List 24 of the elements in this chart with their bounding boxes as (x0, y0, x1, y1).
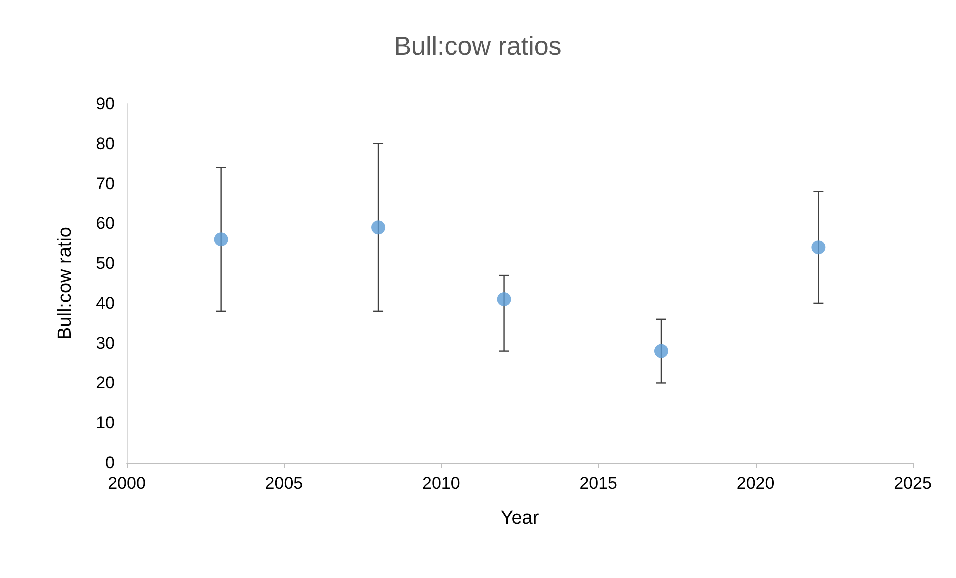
point (812, 240, 826, 255)
x-axis-title: Year (500, 508, 540, 529)
y-tick-label: 70 (96, 174, 115, 194)
y-tick-label: 40 (96, 294, 115, 313)
x-tick-label: 2005 (265, 474, 304, 493)
x-tick-label: 2010 (422, 474, 460, 493)
x-tick-label: 2020 (736, 474, 775, 493)
point (654, 344, 668, 358)
point (497, 292, 512, 306)
y-tick-label: 20 (96, 374, 115, 393)
point (372, 220, 386, 235)
chart-title: Bull:cow ratios (394, 31, 562, 61)
y-tick-label: 10 (96, 414, 115, 433)
x-tick-label: 2000 (108, 474, 146, 493)
y-tick-label: 90 (96, 94, 115, 114)
point (214, 232, 228, 247)
y-axis-title: Bull:cow ratio (55, 227, 76, 340)
y-tick-label: 60 (96, 214, 115, 234)
y-tick-label: 0 (106, 454, 115, 472)
x-tick-label: 2015 (580, 474, 618, 493)
y-tick-label: 50 (96, 254, 115, 274)
y-tick-label: 30 (96, 334, 115, 353)
x-tick-label: 2025 (894, 474, 932, 493)
y-tick-label: 80 (96, 134, 115, 154)
